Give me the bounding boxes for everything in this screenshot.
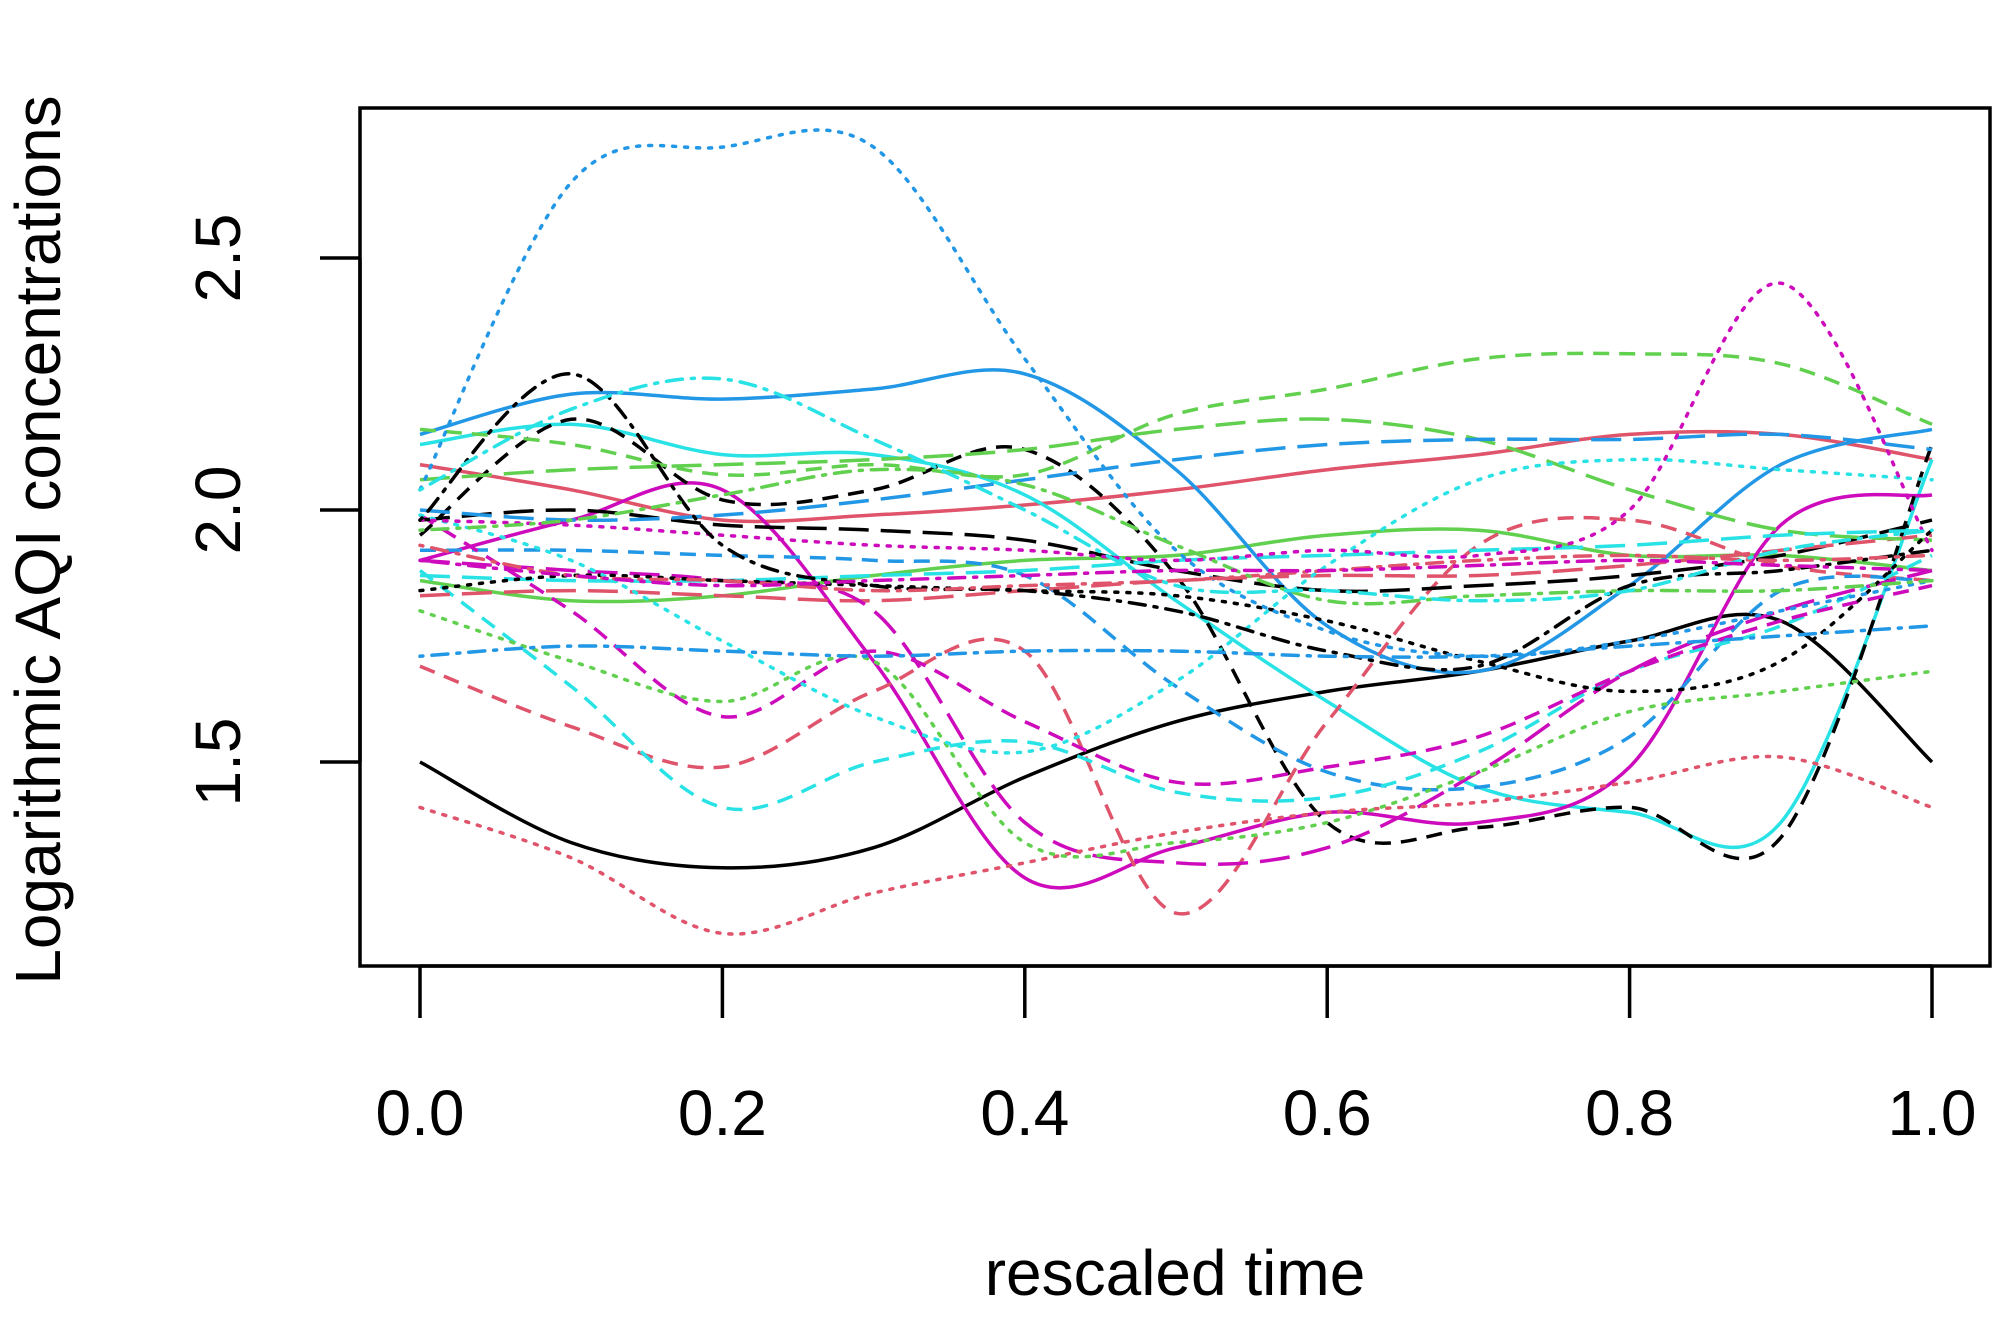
series-line-s24 (418, 281, 1934, 563)
series-line-s25 (418, 372, 1934, 672)
series-line-s09 (419, 351, 1933, 479)
series-line-s10 (419, 548, 1933, 792)
series-line-s02 (419, 429, 1933, 524)
x-axis-title: rescaled time (985, 1237, 1366, 1309)
series-line-s27 (418, 467, 1934, 606)
series-line-s12 (419, 513, 1933, 786)
series-line-s06 (419, 481, 1933, 890)
x-tick-label: 0.6 (1283, 1077, 1372, 1149)
series-line-s08 (419, 515, 1933, 916)
x-tick-label: 1.0 (1888, 1077, 1977, 1149)
y-axis-title: Logarithmic AQI concentrations (2, 95, 74, 984)
x-axis: 0.0 0.2 0.4 0.6 0.8 1.0 (376, 964, 1977, 1149)
series-line-s18 (419, 558, 1933, 867)
series-layer (418, 128, 1934, 936)
x-tick-label: 0.2 (678, 1077, 767, 1149)
y-axis: 1.5 2.0 2.5 (182, 214, 362, 807)
series-line-s11 (418, 553, 1933, 812)
series-line-s19 (418, 528, 1934, 694)
series-line-s30 (418, 558, 1934, 588)
x-tick-label: 0.0 (376, 1077, 465, 1149)
x-tick-label: 0.4 (980, 1077, 1069, 1149)
series-line-s23 (418, 457, 1934, 755)
series-line-s05 (419, 422, 1934, 850)
series-line-s22 (418, 128, 1934, 659)
series-line-s26 (418, 543, 1934, 593)
y-tick-label: 1.5 (182, 718, 254, 807)
y-tick-label: 2.0 (182, 466, 254, 555)
series-line-s20 (418, 754, 1934, 936)
series-line-s04 (419, 368, 1933, 675)
series-line-s07 (418, 417, 1934, 861)
series-line-s21 (418, 609, 1934, 859)
x-tick-label: 0.8 (1585, 1077, 1674, 1149)
series-line-s28 (418, 624, 1934, 659)
series-line-s15 (419, 417, 1933, 542)
y-tick-label: 2.5 (182, 214, 254, 303)
series-line-s01 (419, 612, 1934, 870)
series-line-s29 (418, 376, 1934, 603)
